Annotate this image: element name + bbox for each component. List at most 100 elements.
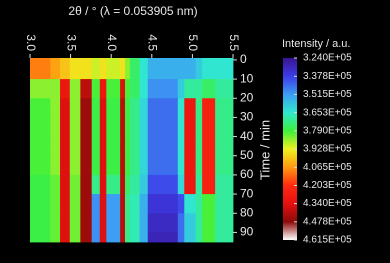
colorbar [283,58,297,240]
heatmap-cell [60,79,71,99]
heatmap-cell [177,136,185,157]
heatmap-cell [177,79,185,99]
heatmap-cell [215,79,234,99]
heatmap-cell [69,174,81,195]
heatmap-cell [177,58,185,80]
y-tick-label: 20 [240,90,254,104]
heatmap-cell [129,79,141,99]
heatmap-cell [195,155,203,176]
heatmap-cell [125,58,131,80]
heatmap-cell [139,98,149,118]
colorbar-tick-label: 3.790E+05 [303,125,352,136]
y-tick-label: 30 [240,110,254,124]
heatmap-cell [50,155,61,176]
heatmap-cell [99,98,107,118]
heatmap-cell [50,136,61,157]
heatmap-cell [60,136,71,157]
heatmap-cell [50,232,61,243]
heatmap-cell [129,174,141,195]
heatmap-cell [215,136,234,157]
y-tick-label: 40 [240,129,254,143]
y-tick-label: 10 [240,71,254,85]
heatmap-cell [195,194,203,214]
x-tick-label: 3.5 [64,34,78,51]
x-tick-label: 4.5 [146,34,160,51]
heatmap-cell [99,155,107,176]
heatmap-cell [106,58,121,80]
heatmap-cell [30,136,51,157]
y-tick-label: 50 [240,148,254,162]
heatmap-cell [202,58,216,80]
heatmap-cell [106,79,121,99]
heatmap-cell [202,155,216,176]
colorbar-tick-label: 4.065E+05 [303,162,352,173]
heatmap-cell [60,58,71,80]
heatmap-cell [30,155,51,176]
heatmap-cell [202,117,216,137]
heatmap-cell [184,232,197,243]
heatmap-cell [139,136,149,157]
heatmap-cell [195,232,203,243]
heatmap-cell [99,79,107,99]
heatmap-cell [106,136,121,157]
colorbar-tick-label: 3.240E+05 [303,53,352,64]
colorbar-tick-label: 3.515E+05 [303,89,352,100]
heatmap-cell [30,174,51,195]
heatmap-cell [125,174,131,195]
heatmap-cell [50,58,61,80]
heatmap-cell [30,213,51,233]
heatmap-cell [80,194,93,214]
heatmap-cell [50,174,61,195]
y-tick-label: 90 [240,225,254,239]
heatmap-cell [69,155,81,176]
heatmap-cell [125,117,131,137]
heatmap-cell [80,117,93,137]
heatmap-cell [50,79,61,99]
heatmap-cell [195,136,203,157]
heatmap-cell [202,136,216,157]
heatmap-cell [30,58,51,80]
heatmap-cell [80,232,93,243]
colorbar-tick-label: 3.928E+05 [303,144,352,155]
heatmap-cell [184,155,197,176]
heatmap-cell [195,58,203,80]
heatmap-cell [184,194,197,214]
heatmap-cell [30,194,51,214]
heatmap-cell [125,98,131,118]
heatmap-cell [50,213,61,233]
heatmap-cell [139,232,149,243]
colorbar-tick-label: 4.203E+05 [303,180,352,191]
heatmap-cell [91,79,101,99]
heatmap-cell [60,98,71,118]
heatmap-cell [120,136,126,157]
heatmap-cell [215,213,234,233]
heatmap-cell [120,232,126,243]
colorbar-tick-label: 4.615E+05 [303,235,352,246]
heatmap-cell [106,98,121,118]
heatmap-cell [30,98,51,118]
heatmap-cell [91,213,101,233]
heatmap-cell [202,79,216,99]
heatmap-cell [147,155,179,176]
heatmap-cell [50,98,61,118]
heatmap-cell [91,232,101,243]
heatmap-cell [125,136,131,157]
heatmap-cell [129,232,141,243]
heatmap-cell [147,79,179,99]
heatmap-cell [129,98,141,118]
heatmap-cell [215,98,234,118]
colorbar-tick-label: 3.378E+05 [303,71,352,82]
heatmap-cell [69,213,81,233]
heatmap-cell [177,117,185,137]
heatmap-cell [106,155,121,176]
heatmap-cell [147,194,179,214]
heatmap-cell [106,194,121,214]
heatmap-cell [106,232,121,243]
heatmap-cell [184,58,197,80]
heatmap-cell [120,98,126,118]
heatmap-cell [202,174,216,195]
heatmap-cell [120,213,126,233]
heatmap-cell [30,232,51,243]
heatmap-cell [69,194,81,214]
